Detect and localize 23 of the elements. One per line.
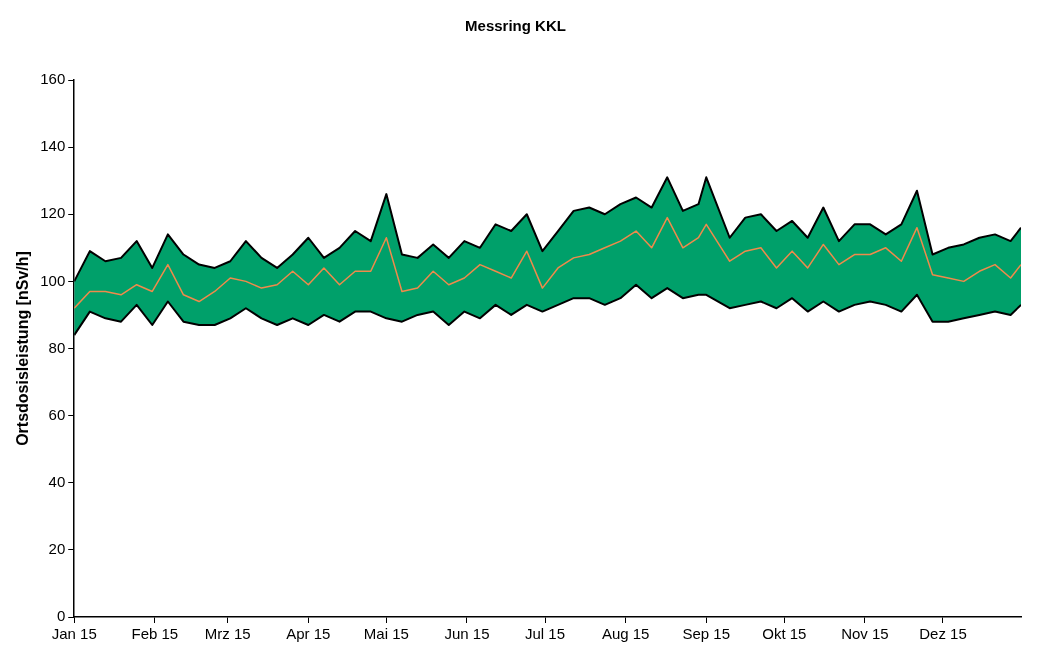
y-tick-label: 120 [40, 204, 66, 222]
x-tick-label: Jun 15 [444, 625, 490, 643]
x-tick-label: Mai 15 [363, 625, 409, 643]
x-tick-label: Aug 15 [601, 625, 650, 643]
x-tick-label: Mrz 15 [204, 625, 251, 643]
y-tick-label: 160 [40, 70, 66, 88]
y-tick-label: 20 [48, 540, 66, 558]
y-axis-title: Ortsdosisleistung [nSv/h] [14, 251, 32, 446]
x-tick-label: Nov 15 [841, 625, 889, 643]
chart-title: Messring KKL [465, 17, 566, 35]
y-tick-label: 80 [48, 338, 66, 356]
y-tick-label: 40 [48, 472, 66, 490]
y-tick-label: 60 [48, 405, 66, 423]
x-tick-label: Jan 15 [51, 625, 97, 643]
x-tick-label: Dez 15 [919, 625, 967, 643]
y-tick-label: 0 [56, 607, 66, 625]
y-tick-label: 100 [40, 271, 66, 289]
x-tick-label: Jul 15 [525, 625, 566, 643]
x-tick-label: Sep 15 [682, 625, 731, 643]
x-tick-label: Feb 15 [131, 625, 179, 643]
x-tick-label: Apr 15 [286, 625, 331, 643]
x-tick-label: Okt 15 [762, 625, 807, 643]
y-tick-label: 140 [40, 137, 66, 155]
